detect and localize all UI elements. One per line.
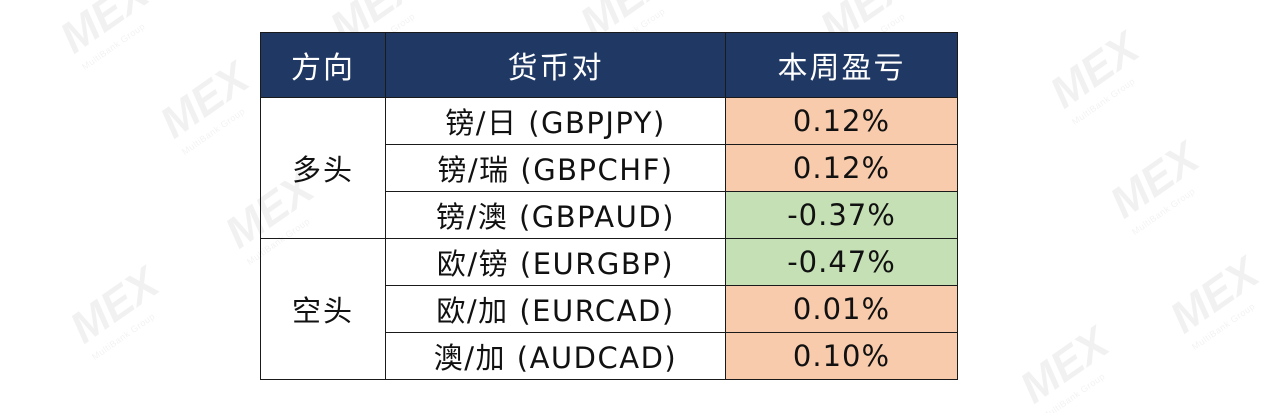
header-direction: 方向 xyxy=(260,32,386,98)
header-row: 方向 货币对 本周盈亏 xyxy=(260,32,958,98)
pnl-value: 0.10% xyxy=(725,332,958,380)
table-row: 澳/加 (AUDCAD) 0.10% xyxy=(261,332,958,380)
table-row: 镑/澳 (GBPAUD) -0.37% xyxy=(261,191,958,239)
pnl-value: -0.47% xyxy=(725,238,958,286)
currency-pair: 欧/镑 (EURGBP) xyxy=(385,238,726,286)
pnl-value: 0.01% xyxy=(725,285,958,333)
table-row: 欧/加 (EURCAD) 0.01% xyxy=(261,285,958,333)
direction-long: 多头 xyxy=(260,97,386,239)
pnl-value: -0.37% xyxy=(725,191,958,239)
header-weekly-pnl: 本周盈亏 xyxy=(725,32,958,98)
currency-pair: 镑/澳 (GBPAUD) xyxy=(385,191,726,239)
currency-pair: 镑/瑞 (GBPCHF) xyxy=(385,144,726,192)
currency-pair: 澳/加 (AUDCAD) xyxy=(385,332,726,380)
currency-pair: 镑/日 (GBPJPY) xyxy=(385,97,726,145)
header-currency-pair: 货币对 xyxy=(385,32,726,98)
direction-short: 空头 xyxy=(260,238,386,380)
table-row: 空头 欧/镑 (EURGBP) -0.47% xyxy=(260,238,958,380)
currency-pair: 欧/加 (EURCAD) xyxy=(385,285,726,333)
weekly-pnl-table: 方向 货币对 本周盈亏 多头 镑/日 (GBPJPY) 0.12% 镑/瑞 (G… xyxy=(260,32,958,380)
pnl-value: 0.12% xyxy=(725,144,958,192)
pnl-value: 0.12% xyxy=(725,97,958,145)
table-row: 多头 镑/日 (GBPJPY) 0.12% xyxy=(260,97,958,239)
